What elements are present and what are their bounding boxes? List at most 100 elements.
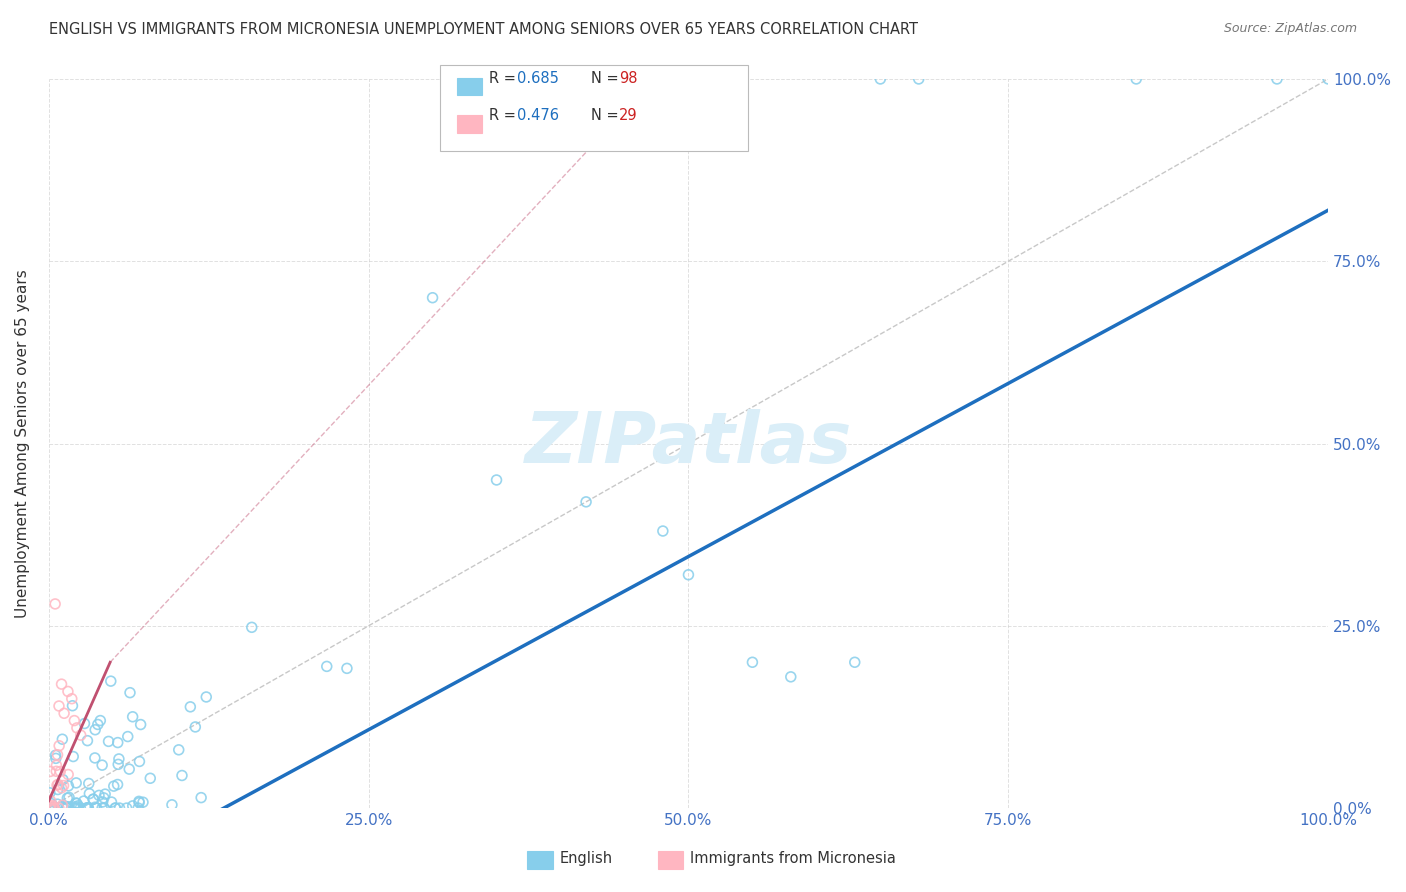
Point xyxy=(73,716,96,731)
Point xyxy=(44,597,66,611)
Point xyxy=(741,655,763,669)
Point xyxy=(108,801,131,815)
Text: Source: ZipAtlas.com: Source: ZipAtlas.com xyxy=(1223,22,1357,36)
Point xyxy=(84,800,107,814)
Point xyxy=(45,764,67,779)
Point xyxy=(678,567,700,582)
Point xyxy=(42,801,65,815)
Point xyxy=(184,720,207,734)
Point xyxy=(128,755,150,769)
Point xyxy=(39,798,62,813)
Point xyxy=(63,801,86,815)
Text: 0.685: 0.685 xyxy=(517,71,560,86)
Point xyxy=(79,787,101,801)
Point xyxy=(76,801,98,815)
Point xyxy=(86,801,108,815)
Point xyxy=(51,677,73,691)
Point xyxy=(67,798,90,813)
Point xyxy=(67,801,90,815)
Point xyxy=(907,72,929,87)
Text: English: English xyxy=(560,851,613,865)
Point xyxy=(128,794,150,808)
Point xyxy=(52,801,75,815)
Text: Immigrants from Micronesia: Immigrants from Micronesia xyxy=(690,851,896,865)
Point xyxy=(575,495,598,509)
Point xyxy=(39,800,62,814)
Y-axis label: Unemployment Among Seniors over 65 years: Unemployment Among Seniors over 65 years xyxy=(15,269,30,618)
Point xyxy=(77,801,100,815)
Point xyxy=(48,739,70,753)
Text: 0.476: 0.476 xyxy=(517,109,560,123)
Point xyxy=(76,801,98,815)
Point xyxy=(121,798,143,813)
Point xyxy=(51,799,73,814)
Point xyxy=(51,732,73,747)
Text: 98: 98 xyxy=(619,71,637,86)
Point xyxy=(93,801,115,815)
Point xyxy=(118,762,141,776)
Point xyxy=(73,794,96,808)
Point xyxy=(44,801,66,815)
Point xyxy=(1125,72,1147,87)
Text: N =: N = xyxy=(591,109,623,123)
Point xyxy=(84,723,107,737)
Point xyxy=(118,686,141,700)
Point xyxy=(42,799,65,814)
Point xyxy=(121,710,143,724)
Point xyxy=(65,796,87,810)
Point xyxy=(46,778,69,792)
Point xyxy=(76,801,98,815)
Text: ENGLISH VS IMMIGRANTS FROM MICRONESIA UNEMPLOYMENT AMONG SENIORS OVER 65 YEARS C: ENGLISH VS IMMIGRANTS FROM MICRONESIA UN… xyxy=(49,22,918,37)
Point xyxy=(1317,72,1340,87)
Point xyxy=(170,768,193,782)
Point xyxy=(91,801,114,815)
Point xyxy=(41,801,63,815)
Point xyxy=(69,801,91,815)
Point xyxy=(39,764,62,779)
Point xyxy=(66,797,89,811)
Point xyxy=(100,795,122,809)
Point xyxy=(56,791,79,805)
Point xyxy=(46,777,69,791)
Point xyxy=(46,797,69,811)
Point xyxy=(60,691,83,706)
Point xyxy=(56,801,79,815)
Point xyxy=(45,758,67,772)
Point xyxy=(62,749,84,764)
Point xyxy=(53,706,76,721)
Point xyxy=(87,717,110,731)
Point xyxy=(104,801,127,815)
Point xyxy=(127,801,149,815)
Text: ZIPatlas: ZIPatlas xyxy=(524,409,852,478)
Point xyxy=(132,795,155,809)
Point xyxy=(77,776,100,790)
Point xyxy=(651,524,673,538)
Point xyxy=(52,772,75,787)
Point xyxy=(62,698,84,713)
Point xyxy=(51,780,73,795)
Text: R =: R = xyxy=(489,71,520,86)
Point xyxy=(190,790,212,805)
Point xyxy=(82,792,104,806)
Point xyxy=(195,690,218,704)
Point xyxy=(179,699,201,714)
Point xyxy=(56,799,79,814)
Point xyxy=(93,790,115,805)
Point xyxy=(63,801,86,815)
Text: R =: R = xyxy=(489,109,520,123)
Point xyxy=(117,730,139,744)
Point xyxy=(63,714,86,728)
Point xyxy=(83,751,105,765)
Point xyxy=(39,794,62,808)
Point xyxy=(485,473,508,487)
Point xyxy=(91,758,114,772)
Point xyxy=(45,748,67,763)
Point xyxy=(107,735,129,749)
Point xyxy=(65,776,87,790)
Point xyxy=(82,792,104,806)
Point xyxy=(56,684,79,698)
Point xyxy=(91,795,114,809)
Point xyxy=(167,743,190,757)
Point xyxy=(108,752,131,766)
Point xyxy=(844,655,866,669)
